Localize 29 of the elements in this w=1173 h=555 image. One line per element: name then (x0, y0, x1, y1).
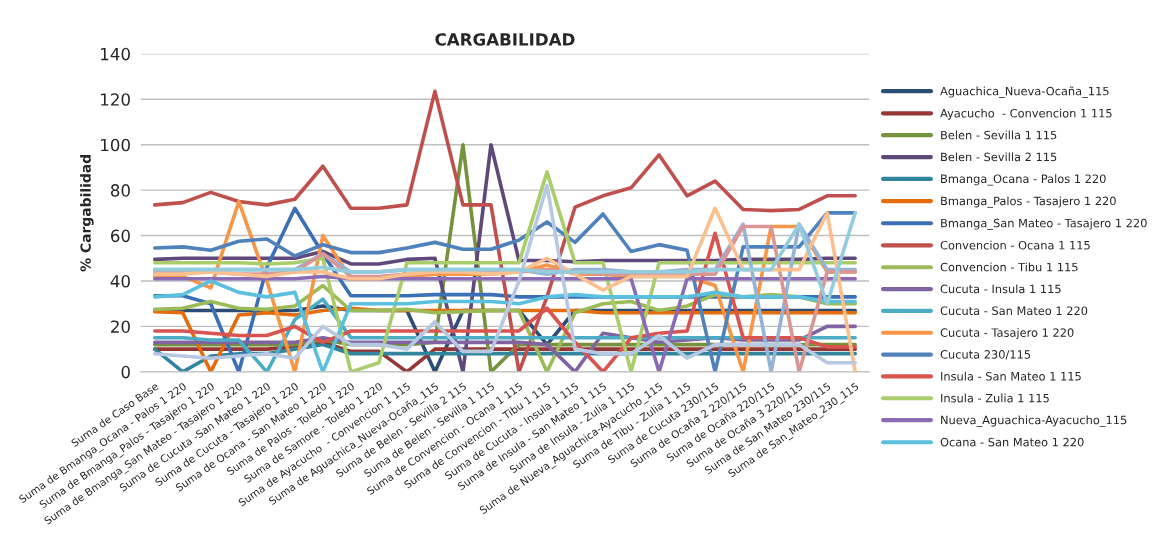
line-series (152, 89, 857, 372)
y-tick-label: 120 (101, 93, 130, 106)
y-tick-label: 40 (110, 274, 130, 288)
legend-label: Bmanga_Ocana - Palos 1 220 (941, 174, 1106, 186)
legend-label: Bmanga_Palos - Tasajero 1 220 (941, 196, 1116, 208)
legend-label: Ayacucho - Convencion 1 115 (940, 108, 1112, 120)
legend-label: Insula - San Mateo 1 115 (941, 371, 1081, 381)
chart-title: CARGABILIDAD (435, 33, 575, 46)
y-tick-label: 80 (110, 184, 130, 197)
legend-label: Belen - Sevilla 1 115 (941, 130, 1057, 140)
legend-label: Convencion - Ocana 1 115 (940, 240, 1090, 250)
y-tick-label: 0 (121, 365, 130, 379)
y-axis-title: % Cargabilidad (80, 155, 94, 272)
y-tick-label: 20 (111, 320, 130, 333)
legend-label: Cucuta - Insula 1 115 (940, 284, 1061, 294)
legend-label: Convencion - Tibu 1 115 (940, 262, 1078, 272)
line-series (152, 211, 857, 306)
legend-label: Insula - Zulia 1 115 (941, 393, 1049, 403)
y-tick-label: 100 (101, 138, 130, 152)
y-tick-label: 140 (101, 47, 130, 61)
legend-label: Aguachica_Nueva-Ocaña_115 (940, 86, 1109, 98)
legend-label: Belen - Sevilla 2 115 (941, 152, 1057, 162)
legend-label: Cucuta - Tasajero 1 220 (940, 328, 1074, 340)
legend-label: Cucuta 230/115 (940, 350, 1031, 360)
legend-label: Bmanga_San Mateo - Tasajero 1 220 (941, 218, 1147, 230)
legend-label: Ocana - San Mateo 1 220 (940, 437, 1084, 447)
y-tick-label: 60 (110, 229, 130, 243)
legend-label: Cucuta - San Mateo 1 220 (940, 306, 1088, 316)
legend-label: Nueva_Aguachica-Ayacucho_115 (941, 415, 1127, 427)
